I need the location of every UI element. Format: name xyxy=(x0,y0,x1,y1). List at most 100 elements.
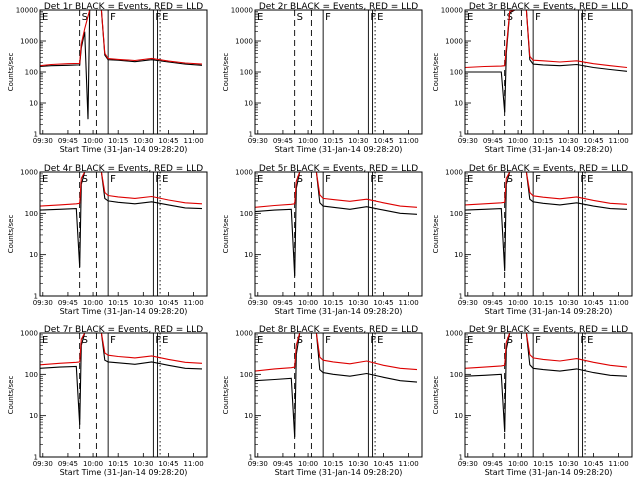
data-series xyxy=(255,172,418,277)
x-tick-label: 10:00 xyxy=(298,137,318,145)
panel-title: Det 4r BLACK = Events, RED = LLD xyxy=(44,164,203,174)
x-tick-label: 09:30 xyxy=(33,299,53,307)
marker-label: E xyxy=(587,12,593,23)
marker-lines xyxy=(255,10,376,134)
y-tick-label: 1 xyxy=(249,293,253,301)
x-axis-label: Start Time (31-Jan-14 09:28:20) xyxy=(60,145,188,154)
x-tick-label: 10:00 xyxy=(298,460,318,468)
y-axis-label: Counts/sec xyxy=(7,376,15,415)
y-tick-label: 1 xyxy=(34,131,38,139)
x-tick-label: 10:45 xyxy=(373,460,393,468)
marker-label: E xyxy=(467,174,473,185)
y-tick-label: 1 xyxy=(249,131,253,139)
marker-label: E xyxy=(257,12,263,23)
series-line-events xyxy=(40,172,203,268)
y-tick-label: 100 xyxy=(450,69,463,77)
marker-label: S xyxy=(507,174,513,185)
axes-frame xyxy=(39,332,208,458)
x-tick-label: 10:45 xyxy=(158,460,178,468)
marker-label: S xyxy=(82,12,88,23)
x-tick-label: 11:00 xyxy=(399,137,419,145)
x-tick-label: 10:30 xyxy=(348,299,368,307)
y-axis-label: Counts/sec xyxy=(7,215,15,254)
marker-label: F xyxy=(155,335,161,346)
y-tick-label: 10000 xyxy=(16,7,38,15)
marker-lines xyxy=(465,10,586,134)
series-line-events xyxy=(255,333,418,438)
series-line-lld xyxy=(255,172,418,208)
marker-label: E xyxy=(162,335,168,346)
y-tick-label: 100 xyxy=(450,371,463,379)
panel-title: Det 7r BLACK = Events, RED = LLD xyxy=(44,325,203,335)
y-tick-label: 10 xyxy=(29,412,38,420)
panel-title: Det 3r BLACK = Events, RED = LLD xyxy=(469,2,628,12)
x-tick-label: 10:45 xyxy=(158,299,178,307)
y-tick-label: 10 xyxy=(29,251,38,259)
marker-label: S xyxy=(507,335,513,346)
x-tick-label: 10:15 xyxy=(323,137,343,145)
x-tick-label: 09:30 xyxy=(33,137,53,145)
series-line-events xyxy=(40,10,203,120)
data-series xyxy=(40,172,203,268)
x-tick-label: 11:00 xyxy=(184,137,204,145)
x-tick-label: 10:15 xyxy=(323,299,343,307)
x-tick-label: 09:45 xyxy=(58,299,78,307)
marker-label: E xyxy=(257,174,263,185)
marker-label: E xyxy=(467,335,473,346)
x-axis-label: Start Time (31-Jan-14 09:28:20) xyxy=(485,468,613,477)
x-tick-label: 09:45 xyxy=(58,137,78,145)
x-tick-label: 10:45 xyxy=(373,299,393,307)
marker-lines xyxy=(40,333,161,457)
x-tick-label: 09:30 xyxy=(458,299,478,307)
marker-label: E xyxy=(587,174,593,185)
y-tick-label: 1000 xyxy=(20,38,38,46)
marker-lines xyxy=(40,10,161,134)
x-tick-label: 11:00 xyxy=(609,460,629,468)
marker-label: F xyxy=(110,335,116,346)
series-line-events xyxy=(465,333,628,433)
marker-label: F xyxy=(535,174,541,185)
panel-title: Det 1r BLACK = Events, RED = LLD xyxy=(44,2,203,12)
y-tick-label: 100 xyxy=(25,371,38,379)
marker-label: E xyxy=(162,12,168,23)
x-tick-label: 10:45 xyxy=(583,299,603,307)
marker-label: F xyxy=(580,12,586,23)
y-tick-label: 10 xyxy=(454,251,463,259)
y-axis-label: Counts/sec xyxy=(222,215,230,254)
x-tick-label: 10:15 xyxy=(108,137,128,145)
x-tick-label: 09:30 xyxy=(248,460,268,468)
x-tick-label: 10:00 xyxy=(508,299,528,307)
x-tick-label: 09:30 xyxy=(33,460,53,468)
marker-label: F xyxy=(535,335,541,346)
x-tick-label: 10:00 xyxy=(83,137,103,145)
y-axis-label: Counts/sec xyxy=(7,53,15,92)
marker-label: E xyxy=(257,335,263,346)
y-tick-label: 100 xyxy=(240,210,253,218)
y-axis-label: Counts/sec xyxy=(432,215,440,254)
marker-label: F xyxy=(325,174,331,185)
x-tick-label: 09:30 xyxy=(458,460,478,468)
x-axis-label: Start Time (31-Jan-14 09:28:20) xyxy=(485,145,613,154)
x-tick-label: 09:30 xyxy=(248,299,268,307)
marker-label: S xyxy=(82,335,88,346)
y-tick-label: 1000 xyxy=(20,169,38,177)
y-tick-label: 1000 xyxy=(235,169,253,177)
marker-lines xyxy=(465,333,586,457)
marker-label: F xyxy=(370,335,376,346)
y-tick-label: 1000 xyxy=(445,169,463,177)
y-tick-label: 1 xyxy=(34,293,38,301)
x-tick-label: 10:00 xyxy=(83,299,103,307)
y-tick-label: 10 xyxy=(244,412,253,420)
y-tick-label: 10 xyxy=(244,100,253,108)
y-axis-label: Counts/sec xyxy=(432,376,440,415)
y-tick-label: 100 xyxy=(25,210,38,218)
series-line-events xyxy=(40,333,203,425)
x-tick-label: 09:30 xyxy=(458,137,478,145)
